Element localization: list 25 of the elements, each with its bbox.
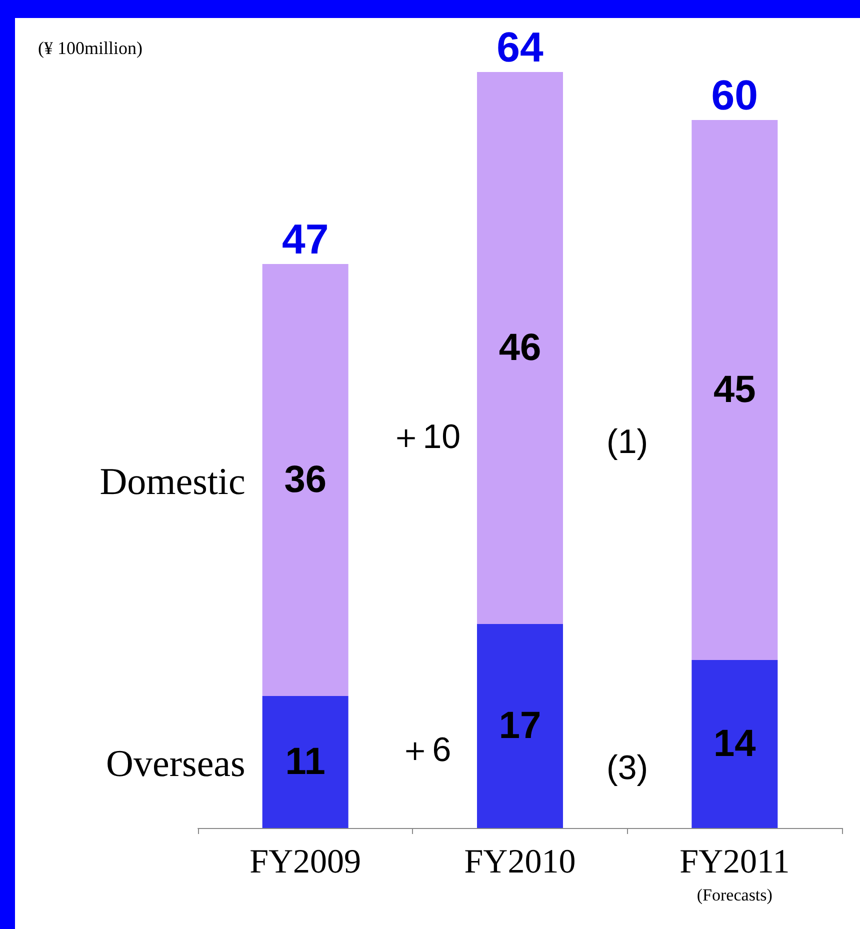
annotation: (3) [606,749,648,787]
total-label: 60 [711,72,758,118]
x-tick-label: FY2011 (Forecasts) [680,844,790,904]
bar [692,120,778,660]
data-label: 46 [498,327,542,369]
data-label: 45 [714,369,756,411]
x-tick-label: FY2010 [464,844,576,880]
data-label: 14 [714,723,756,765]
bar [477,624,563,828]
total-label: 64 [496,24,544,70]
bar [262,696,348,828]
bar [692,660,778,828]
series-label: Domestic [100,461,246,503]
text: (¥ 100million) [38,38,142,58]
annotation: ＋10 [388,418,461,456]
data-label: 11 [285,741,326,783]
annotation: ＋6 [398,731,452,769]
data-label: 17 [498,705,542,747]
total-label: 47 [282,216,329,262]
bar [477,72,563,624]
data-label: 36 [284,459,326,501]
x-tick-label: FY2009 [250,844,362,880]
bar [262,264,348,696]
annotation: (1) [606,423,648,461]
series-label: Overseas [106,743,246,785]
